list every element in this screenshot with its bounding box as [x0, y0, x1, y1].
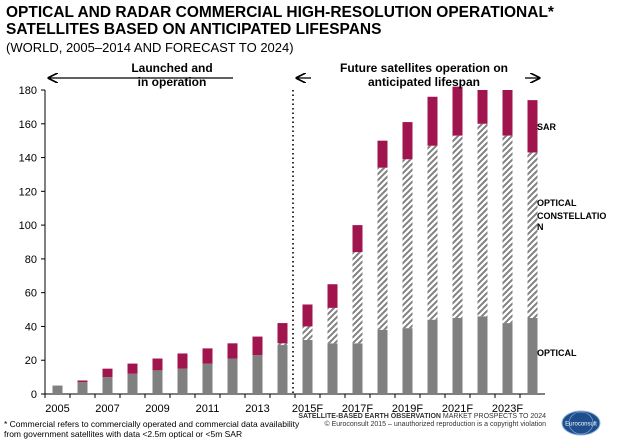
y-tick-label: 40 [25, 321, 37, 333]
bar-sar [252, 336, 263, 356]
axes [41, 78, 545, 398]
logo-text: Euroconsult [565, 422, 597, 428]
bar-optical-constellation [302, 326, 313, 340]
x-tick-label: 2013 [245, 403, 269, 415]
bar-optical-constellation [477, 123, 488, 317]
bar-optical-constellation [527, 152, 538, 318]
footnote: * Commercial refers to commercially oper… [4, 419, 334, 439]
y-tick-label: 20 [25, 355, 37, 367]
bar-sar [152, 358, 163, 371]
source-note: SATELLITE-BASED EARTH OBSERVATION MARKET… [298, 413, 546, 429]
footnote-line-1: * Commercial refers to commercially oper… [4, 419, 300, 429]
bar-optical [277, 345, 288, 394]
bar-optical [302, 339, 313, 394]
y-tick-label: 120 [19, 186, 37, 198]
bar-sar [477, 90, 488, 124]
chart-title: OPTICAL AND RADAR COMMERCIAL HIGH-RESOLU… [6, 4, 606, 38]
x-tick-label: 2021F [442, 403, 473, 415]
annotation-future-line1: Future satellites operation on [340, 61, 508, 75]
bar-optical [202, 363, 213, 394]
series-label: OPTICAL [537, 198, 577, 208]
x-tick-label: 2011 [196, 403, 220, 415]
bar-optical [177, 368, 188, 394]
annotation-launched-line2: in operation [138, 75, 207, 89]
bar-optical [252, 355, 263, 394]
bar-optical-constellation [277, 343, 288, 346]
bar-optical [527, 318, 538, 394]
title-line-2: SATELLITES BASED ON ANTICIPATED LIFESPAN… [6, 21, 382, 38]
bar-optical [427, 319, 438, 394]
bar-sar [527, 100, 538, 153]
series-label: OPTICAL [537, 348, 577, 358]
copyright-line: © Euroconsult 2015 – unauthorized reprod… [324, 421, 546, 428]
bar-sar [402, 122, 413, 160]
series-label: SAR [537, 122, 557, 132]
y-tick-label: 160 [19, 119, 37, 131]
title-line-1: OPTICAL AND RADAR COMMERCIAL HIGH-RESOLU… [6, 4, 554, 21]
bar-optical [352, 343, 363, 394]
bar-sar [202, 348, 213, 364]
bar-optical [227, 358, 238, 394]
annotation-launched-line1: Launched and [131, 61, 212, 75]
bar-sar [102, 368, 113, 378]
labels: 0 20 40 60 80 100 120 140 160 180 2005 2007 2009 2011… [19, 61, 607, 415]
bar-optical [502, 323, 513, 394]
bar-optical [402, 328, 413, 394]
bar-optical-constellation [327, 307, 338, 344]
chart-subtitle: (WORLD, 2005–2014 AND FORECAST TO 2024) [6, 40, 294, 55]
bar-sar [327, 284, 338, 308]
bar-optical-constellation [427, 145, 438, 320]
bar-optical [452, 318, 463, 394]
x-tick-label: 2015F [292, 403, 323, 415]
bar-optical [327, 343, 338, 394]
bar-sar [502, 90, 513, 136]
y-tick-label: 60 [25, 288, 37, 300]
y-tick-label: 100 [19, 220, 37, 232]
bar-sar [427, 96, 438, 146]
bar-sar [127, 363, 138, 374]
bar-sar [452, 86, 463, 136]
x-tick-label: 2017F [342, 403, 373, 415]
x-tick-label: 2023F [492, 403, 523, 415]
series-label: N [537, 222, 544, 232]
annotation-future-line2: anticipated lifespan [368, 75, 480, 89]
bar-sar [177, 353, 188, 369]
bars [52, 86, 538, 394]
bar-sar [302, 304, 313, 327]
bar-sar [377, 140, 388, 168]
bar-optical [127, 373, 138, 394]
series-label: CONSTELLATIO [537, 211, 606, 221]
x-tick-label: 2009 [145, 403, 169, 415]
bar-optical-constellation [502, 135, 513, 324]
bar-optical [102, 377, 113, 394]
footnote-line-2: from government satellites with data <2.… [4, 429, 243, 439]
y-tick-label: 80 [25, 254, 37, 266]
bar-optical-constellation [402, 159, 413, 329]
y-tick-label: 180 [19, 85, 37, 97]
y-tick-label: 0 [31, 389, 37, 401]
bar-optical [377, 329, 388, 394]
bar-optical-constellation [452, 135, 463, 318]
bar-optical [52, 385, 63, 394]
y-tick-label: 140 [19, 153, 37, 165]
bar-optical [77, 382, 88, 394]
x-tick-label: 2005 [45, 403, 69, 415]
x-tick-label: 2007 [95, 403, 119, 415]
bar-optical [152, 370, 163, 394]
bar-optical-constellation [377, 167, 388, 330]
bar-optical-constellation [352, 252, 363, 344]
bar-optical [477, 316, 488, 394]
euroconsult-logo: Euroconsult [561, 410, 601, 436]
source-rest: MARKET PROSPECTS TO 2024 [440, 413, 546, 420]
bar-sar [227, 343, 238, 359]
source-bold: SATELLITE-BASED EARTH OBSERVATION [298, 413, 441, 420]
bar-sar [352, 225, 363, 253]
x-tick-label: 2019F [392, 403, 423, 415]
bar-sar [77, 380, 88, 383]
bar-sar [277, 323, 288, 344]
